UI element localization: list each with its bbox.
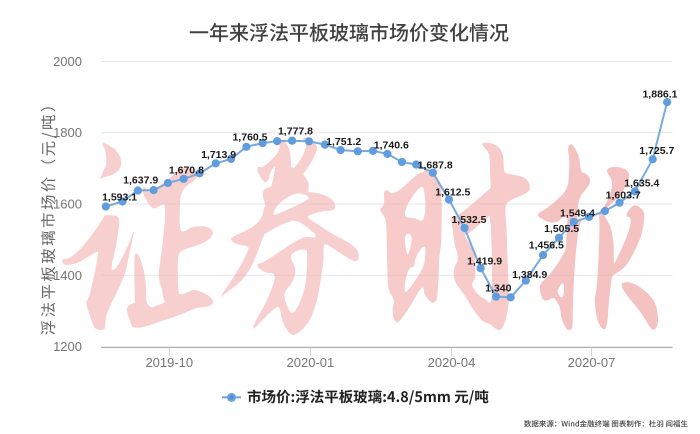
- svg-text:1,886.1: 1,886.1: [642, 89, 677, 101]
- svg-text:1,456.5: 1,456.5: [529, 240, 564, 252]
- svg-text:1,740.6: 1,740.6: [374, 140, 409, 152]
- svg-text:1,549.4: 1,549.4: [560, 208, 595, 220]
- svg-text:1,340: 1,340: [485, 283, 511, 295]
- svg-text:2020-07: 2020-07: [568, 355, 616, 370]
- svg-text:1,532.5: 1,532.5: [451, 214, 486, 226]
- svg-text:2020-04: 2020-04: [428, 355, 476, 370]
- svg-text:1,637.9: 1,637.9: [123, 174, 158, 186]
- svg-text:1,670.8: 1,670.8: [169, 165, 204, 177]
- svg-text:1,751.2: 1,751.2: [326, 136, 361, 148]
- svg-text:1,593.1: 1,593.1: [102, 192, 137, 204]
- svg-text:1,384.9: 1,384.9: [512, 269, 547, 281]
- svg-text:2000: 2000: [53, 54, 82, 69]
- svg-text:1800: 1800: [53, 125, 82, 140]
- svg-text:1400: 1400: [53, 268, 82, 283]
- svg-text:1600: 1600: [53, 197, 82, 212]
- svg-text:1,713.9: 1,713.9: [201, 149, 236, 161]
- svg-text:1,777.8: 1,777.8: [278, 125, 313, 137]
- svg-text:1,603.7: 1,603.7: [606, 190, 641, 202]
- svg-text:1,760.5: 1,760.5: [232, 132, 267, 144]
- svg-text:1,725.7: 1,725.7: [639, 145, 674, 157]
- svg-text:1,419.9: 1,419.9: [467, 255, 502, 267]
- svg-text:1,612.5: 1,612.5: [435, 187, 470, 199]
- svg-text:1,635.4: 1,635.4: [624, 178, 659, 190]
- svg-text:2020-01: 2020-01: [287, 355, 335, 370]
- svg-text:1200: 1200: [53, 339, 82, 354]
- svg-text:1,505.5: 1,505.5: [544, 223, 579, 235]
- svg-text:1,687.8: 1,687.8: [418, 159, 453, 171]
- svg-text:2019-10: 2019-10: [145, 355, 193, 370]
